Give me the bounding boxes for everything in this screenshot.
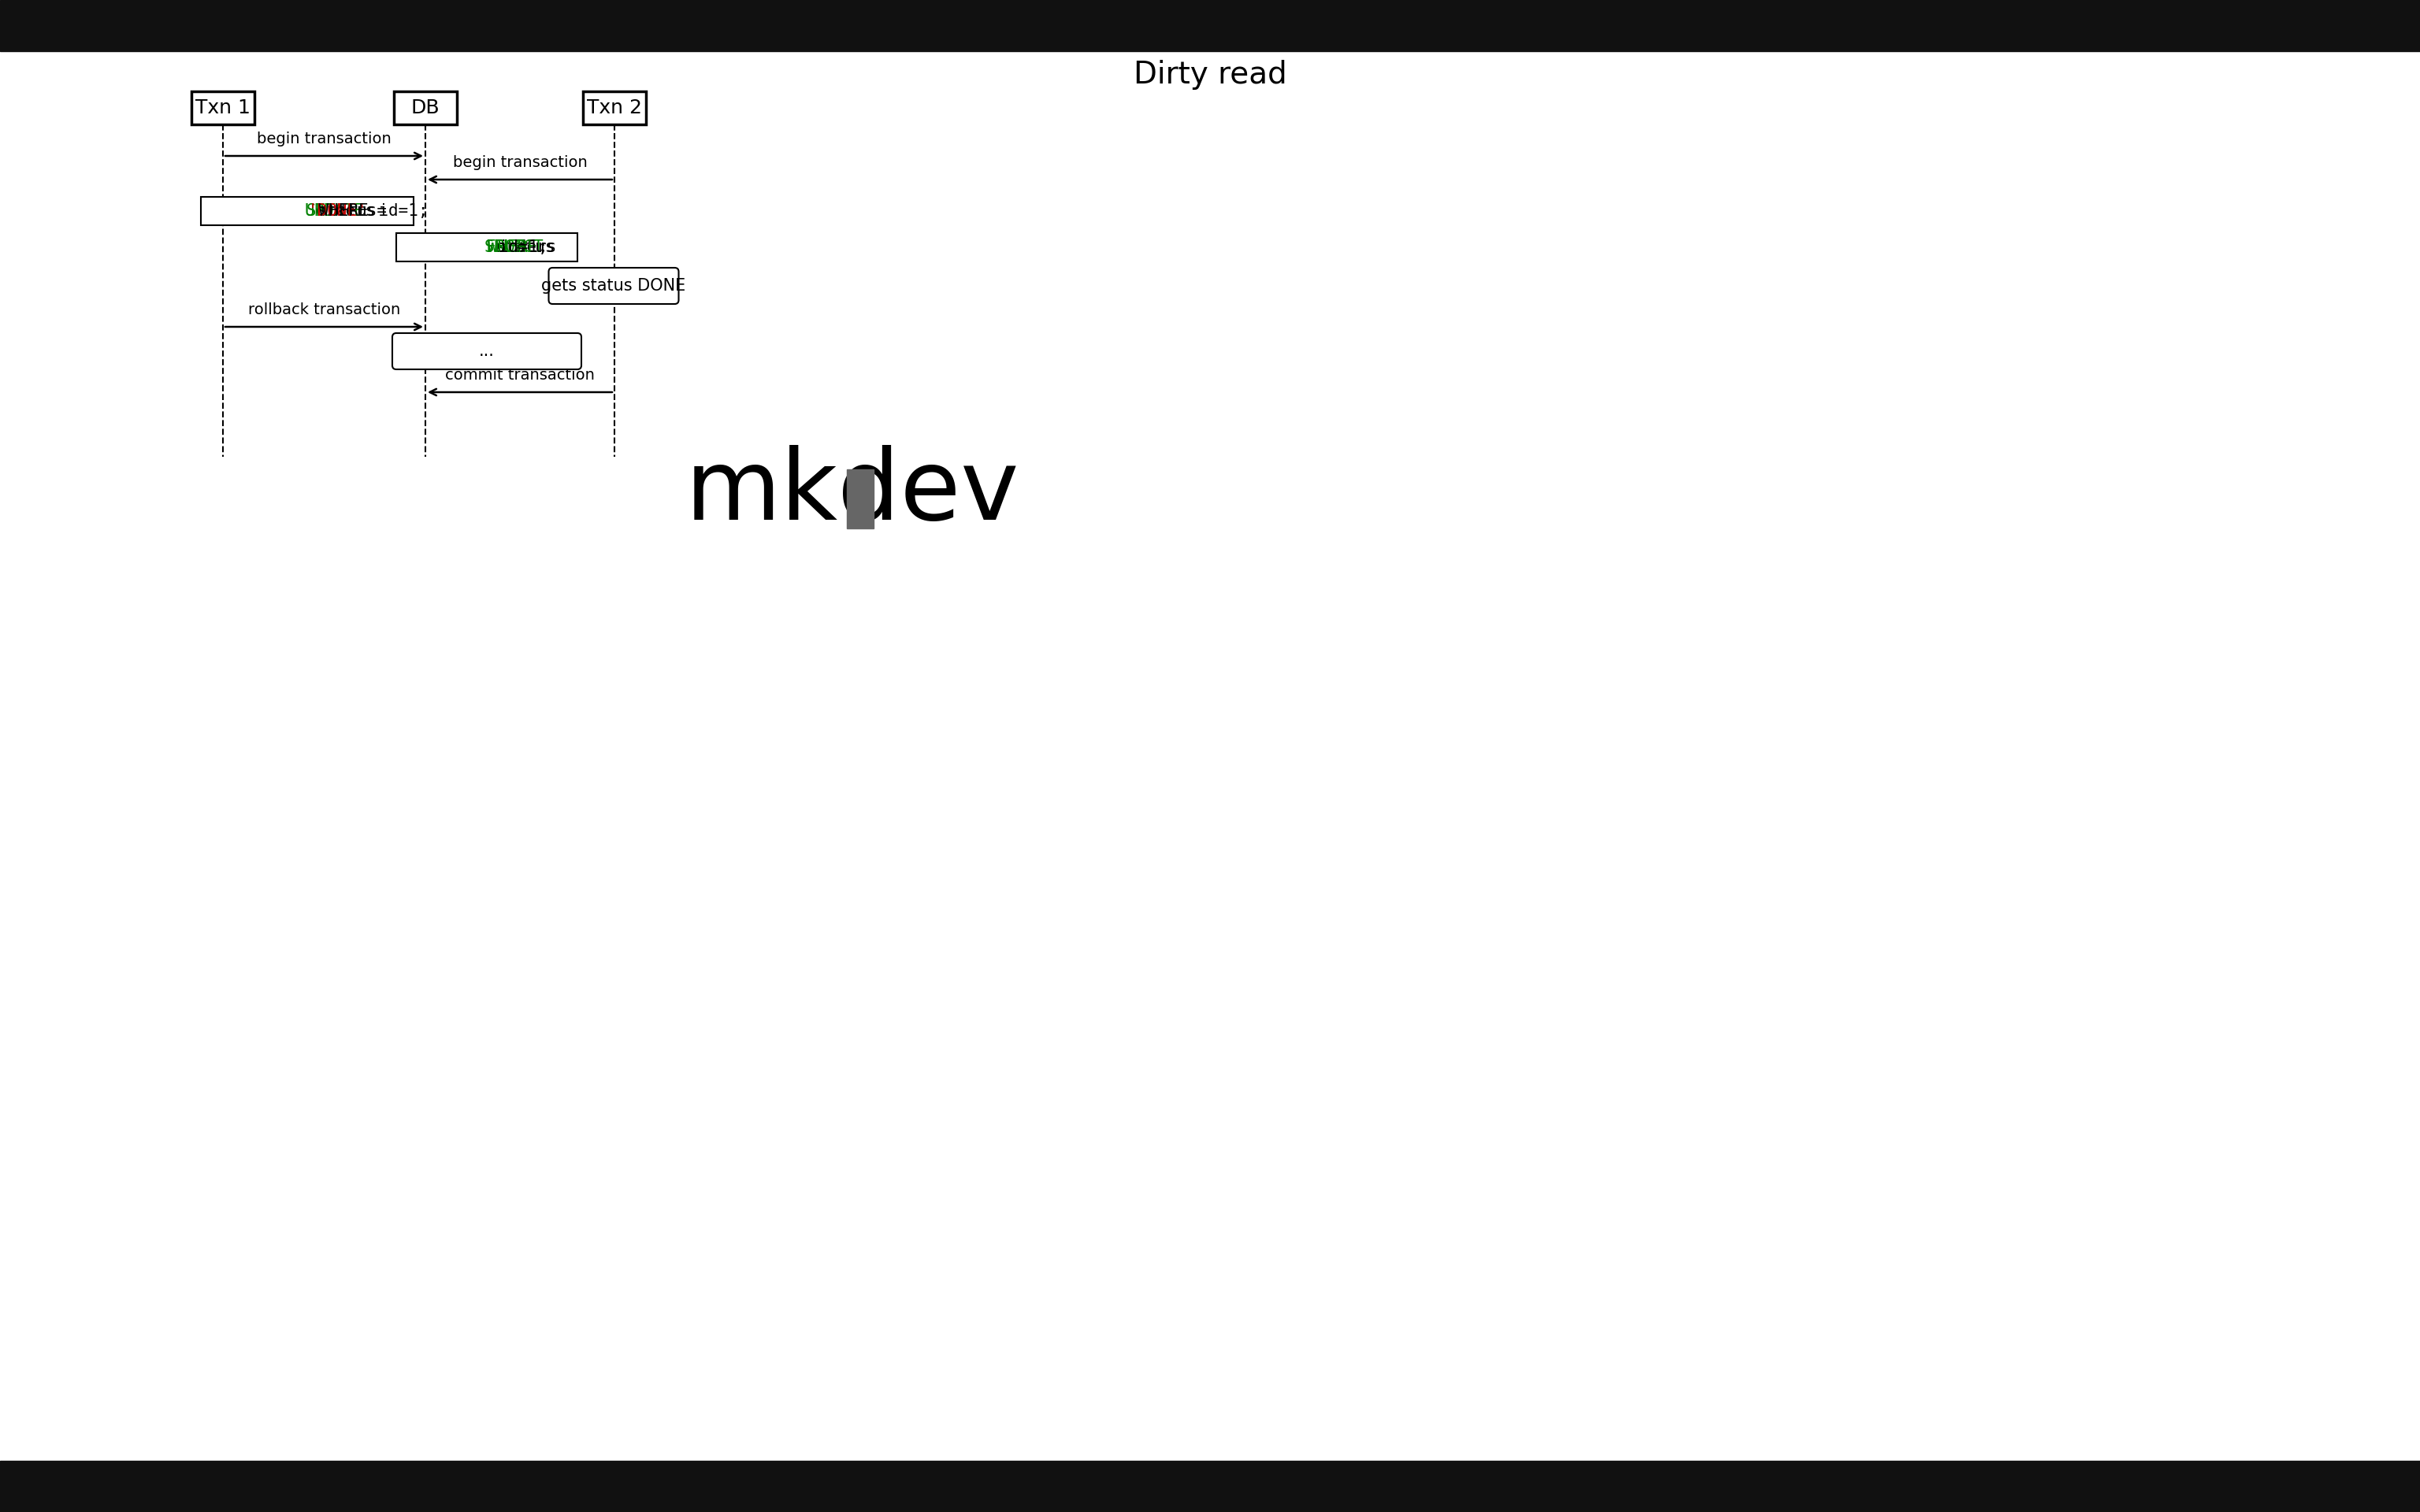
Text: WHERE id=1;: WHERE id=1; [310,203,428,219]
Text: ...: ... [479,343,494,360]
Text: begin transaction: begin transaction [453,156,588,171]
Text: SET: SET [307,203,336,219]
Text: Dirty read: Dirty read [1133,60,1287,89]
FancyBboxPatch shape [394,91,457,124]
Text: Txn 1: Txn 1 [196,98,249,118]
Text: DB: DB [411,98,440,118]
FancyBboxPatch shape [549,268,678,304]
Text: SELECT: SELECT [484,239,544,256]
Text: UPDATE: UPDATE [305,203,365,219]
Text: orders: orders [486,239,566,256]
Bar [0,1461,2420,1512]
Text: mkdev: mkdev [685,445,1019,540]
FancyBboxPatch shape [397,233,578,262]
Bar [847,469,874,528]
Text: begin transaction: begin transaction [257,132,392,147]
Text: 'DONE': 'DONE' [307,203,368,219]
Text: rollback transaction: rollback transaction [247,302,399,318]
Bar [0,0,2420,51]
FancyBboxPatch shape [191,91,254,124]
Text: FROM: FROM [486,239,525,256]
Text: gets status DONE: gets status DONE [542,278,685,293]
FancyBboxPatch shape [392,333,581,369]
Text: status=: status= [307,203,387,219]
Text: commit transaction: commit transaction [445,367,595,383]
Text: Txn 2: Txn 2 [588,98,641,118]
Text: orders: orders [305,203,385,219]
FancyBboxPatch shape [201,197,414,225]
Text: WHERE: WHERE [486,239,537,256]
Text: status: status [486,239,564,256]
Text: id=1;: id=1; [489,239,547,256]
FancyBboxPatch shape [583,91,646,124]
